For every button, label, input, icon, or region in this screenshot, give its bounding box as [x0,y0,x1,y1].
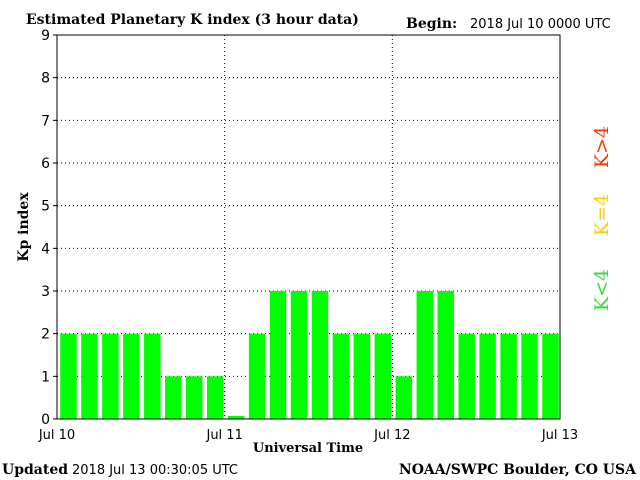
y-tick-label: 5 [41,199,50,215]
updated-value: 2018 Jul 13 00:30:05 UTC [72,463,238,478]
kp-bar [311,291,329,419]
kp-bar [60,333,77,419]
y-tick-label: 2 [41,327,50,343]
x-tick-label: Jul 10 [38,428,75,443]
y-tick-label: 7 [41,113,50,129]
kp-bar [290,291,308,419]
y-axis-label: Kp index [16,192,32,262]
kp-bar [206,376,224,419]
kp-bar [437,291,454,419]
kp-bar [227,416,245,419]
y-tick-label: 9 [41,28,50,44]
y-tick-label: 3 [41,284,50,300]
x-tick-label: Jul 12 [373,428,410,443]
begin-label: Begin: [406,16,457,32]
legend-entry: K>4 [591,126,613,168]
kp-bar [542,333,559,419]
kp-bar [416,291,433,419]
x-axis-label: Universal Time [253,441,363,456]
source-credit: NOAA/SWPC Boulder, CO USA [399,462,637,478]
kp-bar [479,333,496,419]
chart-title: Estimated Planetary K index (3 hour data… [26,12,359,28]
kp-bar [186,376,203,419]
kp-bar [248,333,266,419]
y-tick-label: 4 [41,241,50,257]
plot-frame [56,34,561,420]
kp-bar [500,333,517,419]
kp-bar [81,333,98,419]
kp-bar [458,333,475,419]
y-tick-label: 1 [41,369,50,385]
kp-bar [353,333,371,419]
kp-bar [165,376,182,419]
updated-label: Updated [2,462,68,478]
legend-entry: K=4 [591,194,613,236]
kp-bar [521,333,538,419]
x-tick-label: Jul 13 [541,428,578,443]
y-tick-label: 6 [41,156,50,172]
legend: K<4 K=4 K>4 [591,126,613,311]
x-tick-label: Jul 11 [205,428,242,443]
kp-bar [102,333,119,419]
kp-bar [374,333,392,419]
kp-bar [144,333,161,419]
kp-bar [395,376,413,419]
kp-bar [332,333,350,419]
begin-value: 2018 Jul 10 0000 UTC [470,17,611,32]
kp-bar [123,333,140,419]
y-tick-label: 8 [41,71,50,87]
grid-lines [57,35,560,419]
bars-group [60,291,559,419]
x-tick-labels: Jul 10 Jul 11 Jul 12 Jul 13 [38,428,578,443]
kp-bar [269,291,287,419]
y-tick-label: 0 [41,412,50,428]
y-tick-labels: 0 1 2 3 4 5 6 7 8 9 [41,28,57,428]
legend-entry: K<4 [591,269,613,311]
